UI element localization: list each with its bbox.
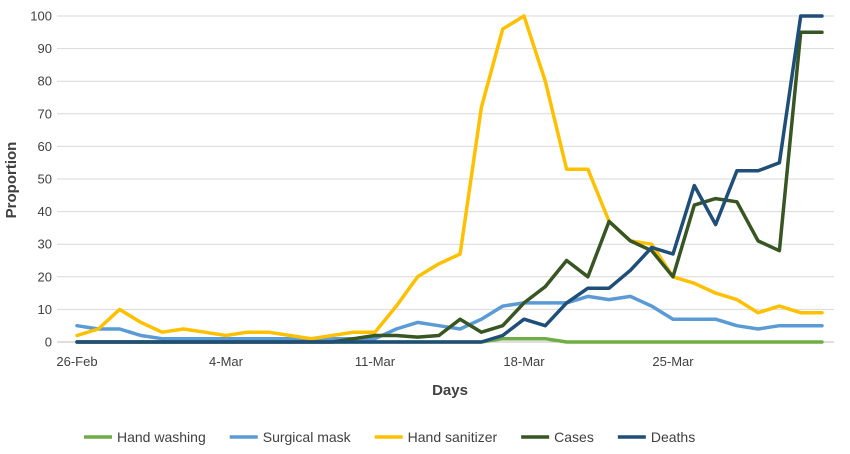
legend-item-surgical-mask: Surgical mask xyxy=(229,429,352,445)
legend-label: Deaths xyxy=(651,429,695,445)
y-tick-label: 100 xyxy=(30,9,52,24)
series-line-cases xyxy=(75,30,824,344)
series-line-hand-sanitizer xyxy=(75,14,824,341)
y-tick-label: 50 xyxy=(38,172,52,187)
y-tick-labels: 0 10 20 30 40 50 60 70 80 90 100 xyxy=(30,9,52,350)
legend: Hand washing Surgical mask Hand sanitizer C… xyxy=(84,429,695,445)
x-tick-label: 11-Mar xyxy=(355,354,396,369)
gridlines xyxy=(57,15,834,343)
y-axis-title: Proportion xyxy=(3,142,20,219)
legend-item-hand-sanitizer: Hand sanitizer xyxy=(374,429,498,445)
legend-item-hand-washing: Hand washing xyxy=(84,429,206,445)
y-tick-label: 40 xyxy=(38,204,52,219)
legend-label: Hand washing xyxy=(117,429,206,445)
y-tick-label: 20 xyxy=(38,269,52,284)
y-tick-label: 60 xyxy=(38,139,52,154)
series-line-deaths xyxy=(75,14,824,344)
legend-item-deaths: Deaths xyxy=(617,429,695,445)
y-tick-label: 0 xyxy=(45,335,52,350)
series-line-surgical-mask xyxy=(75,294,824,341)
x-tick-label: 4-Mar xyxy=(209,354,244,369)
x-tick-label: 18-Mar xyxy=(503,354,545,369)
x-tick-label: 25-Mar xyxy=(652,354,694,369)
legend-label: Cases xyxy=(554,429,594,445)
x-axis-title: Days xyxy=(432,382,468,399)
legend-item-cases: Cases xyxy=(521,429,594,445)
y-tick-label: 80 xyxy=(38,74,52,89)
y-tick-label: 90 xyxy=(38,41,52,56)
legend-label: Surgical mask xyxy=(263,429,352,445)
legend-label: Hand sanitizer xyxy=(408,429,498,445)
series-lines xyxy=(75,14,824,344)
y-tick-label: 70 xyxy=(38,106,52,121)
y-tick-label: 10 xyxy=(38,302,52,317)
y-tick-label: 30 xyxy=(38,237,52,252)
x-tick-label: 26-Feb xyxy=(56,354,97,369)
x-tick-labels: 26-Feb 4-Mar 11-Mar 18-Mar 25-Mar xyxy=(56,354,694,369)
